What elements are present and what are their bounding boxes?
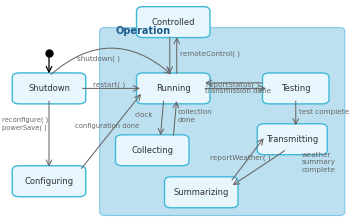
FancyBboxPatch shape bbox=[100, 28, 345, 215]
Text: reportWeather( ): reportWeather( ) bbox=[210, 155, 271, 161]
Text: reconfigure( )
powerSave( ): reconfigure( ) powerSave( ) bbox=[2, 116, 48, 131]
Text: clock: clock bbox=[135, 112, 153, 118]
FancyBboxPatch shape bbox=[136, 7, 210, 38]
FancyBboxPatch shape bbox=[136, 73, 210, 104]
Text: configuration done: configuration done bbox=[75, 123, 139, 129]
Text: test complete: test complete bbox=[299, 109, 349, 115]
Text: Configuring: Configuring bbox=[25, 177, 74, 186]
Text: Shutdown: Shutdown bbox=[28, 84, 70, 93]
Text: collection
done: collection done bbox=[178, 109, 212, 123]
Text: Testing: Testing bbox=[281, 84, 310, 93]
FancyBboxPatch shape bbox=[262, 73, 329, 104]
Text: transmission done: transmission done bbox=[205, 88, 271, 94]
Text: restart( ): restart( ) bbox=[93, 82, 125, 88]
Text: weather
summary
complete: weather summary complete bbox=[302, 152, 336, 173]
Text: remoteControl( ): remoteControl( ) bbox=[180, 51, 240, 57]
Text: Collecting: Collecting bbox=[131, 146, 173, 155]
Text: Controlled: Controlled bbox=[152, 18, 195, 27]
FancyBboxPatch shape bbox=[116, 135, 189, 166]
Text: shutdown( ): shutdown( ) bbox=[77, 55, 120, 62]
FancyBboxPatch shape bbox=[164, 177, 238, 208]
Text: Operation: Operation bbox=[116, 27, 171, 36]
FancyBboxPatch shape bbox=[12, 166, 86, 197]
Text: Transmitting: Transmitting bbox=[266, 135, 318, 144]
Text: Summarizing: Summarizing bbox=[174, 188, 229, 197]
Text: Running: Running bbox=[156, 84, 191, 93]
FancyBboxPatch shape bbox=[257, 124, 327, 155]
Text: reportStatus( ): reportStatus( ) bbox=[206, 81, 259, 88]
FancyBboxPatch shape bbox=[12, 73, 86, 104]
